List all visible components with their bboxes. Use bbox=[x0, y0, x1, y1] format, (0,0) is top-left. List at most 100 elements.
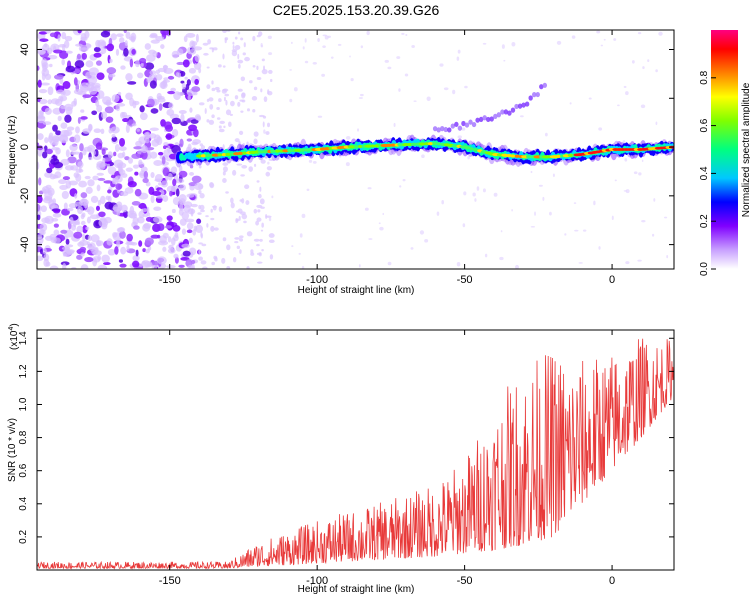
noise-blob bbox=[86, 241, 91, 247]
noise-blob bbox=[237, 208, 243, 214]
noise-blob bbox=[623, 85, 627, 89]
noise-blob bbox=[350, 77, 354, 82]
noise-blob bbox=[269, 254, 274, 260]
noise-blob bbox=[44, 107, 52, 115]
noise-blob bbox=[37, 161, 40, 170]
noise-blob bbox=[234, 36, 238, 40]
noise-blob bbox=[73, 77, 78, 86]
harmonic-blob bbox=[461, 120, 466, 127]
noise-blob bbox=[631, 60, 635, 64]
noise-blob bbox=[289, 98, 293, 103]
noise-blob bbox=[126, 233, 133, 242]
noise-blob bbox=[622, 140, 626, 144]
noise-blob bbox=[384, 59, 389, 63]
noise-blob bbox=[141, 207, 147, 213]
noise-blob bbox=[364, 207, 369, 211]
noise-blob bbox=[168, 102, 174, 109]
noise-blob bbox=[226, 265, 231, 269]
noise-blob bbox=[393, 122, 396, 128]
noise-blob bbox=[104, 106, 114, 114]
noise-blob bbox=[77, 116, 81, 124]
noise-blob bbox=[195, 33, 199, 43]
noise-blob bbox=[98, 211, 106, 218]
noise-blob bbox=[85, 226, 90, 231]
noise-blob bbox=[238, 31, 241, 35]
noise-blob bbox=[38, 31, 48, 35]
noise-blob bbox=[135, 59, 140, 68]
noise-blob bbox=[178, 165, 183, 173]
noise-blob bbox=[501, 44, 505, 49]
noise-blob bbox=[139, 105, 145, 113]
noise-blob bbox=[259, 186, 262, 192]
noise-blob bbox=[317, 38, 320, 43]
noise-blob bbox=[167, 173, 173, 181]
noise-blob bbox=[115, 103, 121, 112]
noise-blob bbox=[231, 50, 238, 57]
noise-blob bbox=[260, 206, 265, 209]
noise-blob bbox=[76, 254, 83, 260]
ridge-core bbox=[221, 153, 227, 157]
noise-blob bbox=[238, 63, 241, 69]
noise-blob bbox=[424, 238, 429, 243]
ridge-core bbox=[423, 142, 429, 146]
noise-blob bbox=[75, 126, 80, 134]
noise-blob bbox=[268, 69, 273, 74]
noise-blob bbox=[150, 234, 160, 239]
noise-blob bbox=[130, 241, 138, 246]
noise-blob bbox=[222, 162, 229, 166]
noise-blob bbox=[167, 145, 171, 154]
noise-blob bbox=[226, 244, 231, 251]
noise-blob bbox=[52, 124, 58, 132]
noise-blob bbox=[549, 211, 552, 216]
noise-blob bbox=[456, 56, 460, 61]
noise-blob bbox=[87, 235, 92, 242]
spectrogram-ridge bbox=[175, 82, 674, 168]
noise-blob bbox=[43, 253, 50, 262]
noise-blob bbox=[77, 241, 85, 247]
ridge-core bbox=[464, 146, 471, 150]
harmonic-blob bbox=[539, 84, 544, 90]
noise-blob bbox=[84, 175, 91, 180]
noise-blob bbox=[93, 47, 101, 53]
noise-blob bbox=[206, 84, 211, 90]
noise-blob bbox=[239, 99, 244, 102]
noise-blob bbox=[162, 246, 167, 252]
snr-frame bbox=[36, 329, 675, 571]
noise-blob bbox=[64, 103, 74, 111]
noise-blob bbox=[222, 237, 227, 242]
noise-blob bbox=[131, 48, 136, 55]
noise-blob bbox=[238, 130, 244, 135]
noise-blob bbox=[588, 97, 592, 100]
harmonic-blob bbox=[510, 107, 516, 113]
noise-blob bbox=[140, 145, 148, 154]
noise-blob bbox=[256, 180, 260, 183]
noise-blob bbox=[48, 63, 53, 68]
noise-blob bbox=[160, 30, 170, 36]
noise-blob bbox=[244, 184, 250, 190]
spectrogram-ytick-label: -40 bbox=[19, 237, 31, 253]
noise-blob bbox=[515, 264, 520, 269]
noise-blob bbox=[96, 172, 104, 176]
noise-blob bbox=[253, 131, 259, 137]
noise-blob bbox=[162, 79, 171, 83]
noise-blob bbox=[88, 156, 93, 161]
noise-blob bbox=[65, 238, 70, 245]
noise-blob bbox=[456, 262, 461, 267]
noise-blob bbox=[66, 126, 75, 131]
noise-blob bbox=[184, 218, 195, 223]
noise-blob bbox=[153, 206, 162, 211]
noise-blob bbox=[240, 37, 244, 41]
noise-blob bbox=[193, 128, 199, 138]
noise-blob bbox=[42, 248, 47, 255]
noise-blob bbox=[37, 148, 43, 157]
noise-blob bbox=[164, 121, 173, 130]
noise-blob bbox=[402, 178, 406, 182]
noise-blob bbox=[149, 127, 159, 132]
ridge-core bbox=[555, 154, 561, 158]
noise-blob bbox=[91, 110, 98, 116]
noise-blob bbox=[379, 226, 384, 231]
ridge-core bbox=[370, 144, 375, 148]
ridge-core bbox=[432, 141, 437, 146]
noise-blob bbox=[77, 30, 82, 34]
noise-blob bbox=[256, 65, 259, 70]
